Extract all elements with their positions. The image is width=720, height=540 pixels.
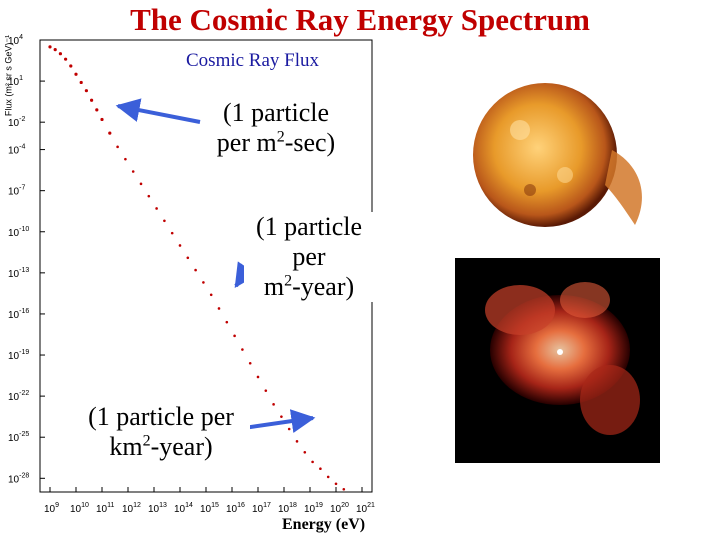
y-tick-label-5: 10-10 — [8, 226, 29, 239]
x-tick-label-4: 1013 — [148, 502, 167, 515]
data-point-0-12 — [116, 145, 119, 149]
annotation-per-year-line3: m2-year) — [244, 272, 374, 302]
x-tick-label-2: 1011 — [96, 502, 114, 515]
data-point-0-31 — [264, 389, 268, 392]
y-tick-label-6: 10-13 — [8, 267, 29, 280]
annotation-per-sec: (1 particle per m2-sec) — [208, 98, 344, 158]
sun-icon — [455, 72, 660, 242]
data-point-0-26 — [225, 320, 229, 324]
y-tick-label-4: 10-7 — [8, 185, 25, 198]
nebula-icon — [455, 258, 660, 463]
annotation-per-sec-sup: 2 — [276, 128, 285, 146]
data-point-0-18 — [163, 219, 166, 223]
annotation-per-km-year-sup: 2 — [142, 432, 151, 450]
data-point-0-35 — [295, 440, 299, 443]
annotation-per-year-sup: 2 — [284, 272, 293, 290]
data-point-0-10 — [100, 117, 104, 122]
y-tick-label-9: 10-22 — [8, 390, 29, 403]
annotation-per-year-line3a: m — [263, 272, 285, 301]
x-tick-label-12: 1021 — [356, 502, 375, 515]
y-tick-label-7: 10-16 — [8, 308, 29, 321]
data-point-0-36 — [303, 450, 307, 454]
x-tick-label-8: 1017 — [252, 502, 271, 515]
data-point-0-4 — [69, 64, 73, 68]
x-tick-label-9: 1018 — [278, 502, 297, 515]
y-tick-label-8: 10-19 — [8, 349, 29, 362]
data-point-0-37 — [311, 460, 314, 464]
x-tick-label-10: 1019 — [304, 502, 323, 515]
annotation-per-km-year: (1 particle per km2-year) — [72, 402, 250, 462]
data-point-0-25 — [217, 307, 221, 310]
data-point-0-39 — [326, 475, 330, 479]
annotation-per-year-line1: (1 particle — [255, 212, 363, 241]
data-point-0-8 — [90, 98, 94, 102]
annotation-per-year-line2: per — [292, 242, 326, 271]
annotation-per-km-year-line2: km2-year) — [72, 432, 250, 462]
y-tick-label-3: 10-4 — [8, 144, 25, 157]
data-point-0-17 — [155, 207, 158, 210]
annotation-per-year-line3b: -year) — [292, 272, 355, 301]
data-point-0-30 — [256, 375, 260, 379]
data-point-0-0 — [48, 45, 52, 49]
x-tick-label-1: 1010 — [70, 502, 89, 515]
x-tick-label-11: 1020 — [330, 502, 349, 515]
data-point-0-23 — [202, 281, 205, 284]
annotation-per-sec-line2b: -sec) — [284, 128, 336, 157]
annotation-per-km-year-line1: (1 particle per — [88, 402, 234, 431]
data-point-0-13 — [124, 157, 127, 161]
data-point-0-2 — [58, 52, 63, 56]
data-point-0-7 — [84, 89, 88, 93]
x-tick-label-0: 109 — [44, 502, 59, 515]
data-point-0-3 — [64, 57, 68, 61]
data-point-0-27 — [233, 334, 236, 338]
data-point-0-1 — [53, 47, 57, 52]
data-point-0-22 — [194, 268, 197, 272]
data-point-0-34 — [287, 427, 291, 431]
flux-label: Cosmic Ray Flux — [186, 50, 320, 72]
data-point-0-33 — [280, 415, 283, 418]
data-point-0-5 — [74, 72, 78, 76]
slide-title: The Cosmic Ray Energy Spectrum — [130, 2, 590, 37]
y-axis-label: Flux (m² sr s GeV)⁻¹ — [3, 34, 14, 117]
annotation-per-sec-line1: (1 particle — [222, 98, 330, 127]
data-point-0-24 — [209, 293, 213, 297]
data-point-0-40 — [334, 482, 338, 486]
data-point-0-11 — [108, 131, 112, 135]
data-point-0-28 — [241, 348, 244, 351]
annotation-per-year: (1 particle per m2-year) — [244, 212, 374, 302]
data-point-0-21 — [186, 256, 190, 260]
data-point-0-29 — [248, 361, 252, 365]
y-tick-label-10: 10-25 — [8, 431, 29, 444]
y-tick-label-11: 10-28 — [8, 472, 29, 485]
annotation-per-km-year-line2b: -year) — [150, 432, 213, 461]
annotation-per-sec-line2: per m2-sec) — [208, 128, 344, 158]
annotation-per-km-year-line2a: km — [109, 432, 143, 461]
x-tick-label-6: 1015 — [200, 502, 219, 515]
data-point-0-32 — [272, 403, 275, 406]
data-point-0-38 — [319, 467, 322, 471]
arrow-per-sec — [115, 98, 201, 124]
x-tick-label-5: 1014 — [174, 502, 193, 515]
data-point-0-15 — [139, 182, 143, 186]
annotation-per-sec-line2a: per m — [216, 128, 277, 157]
data-point-0-9 — [95, 108, 99, 112]
data-point-0-16 — [147, 194, 151, 198]
data-point-0-6 — [79, 80, 83, 85]
data-point-0-41 — [342, 487, 346, 491]
data-point-0-19 — [170, 231, 174, 235]
data-point-0-20 — [178, 244, 182, 247]
data-point-0-14 — [131, 170, 135, 173]
x-tick-label-3: 1012 — [122, 502, 141, 515]
x-axis-label: Energy (eV) — [282, 516, 366, 533]
x-tick-label-7: 1016 — [226, 502, 245, 515]
